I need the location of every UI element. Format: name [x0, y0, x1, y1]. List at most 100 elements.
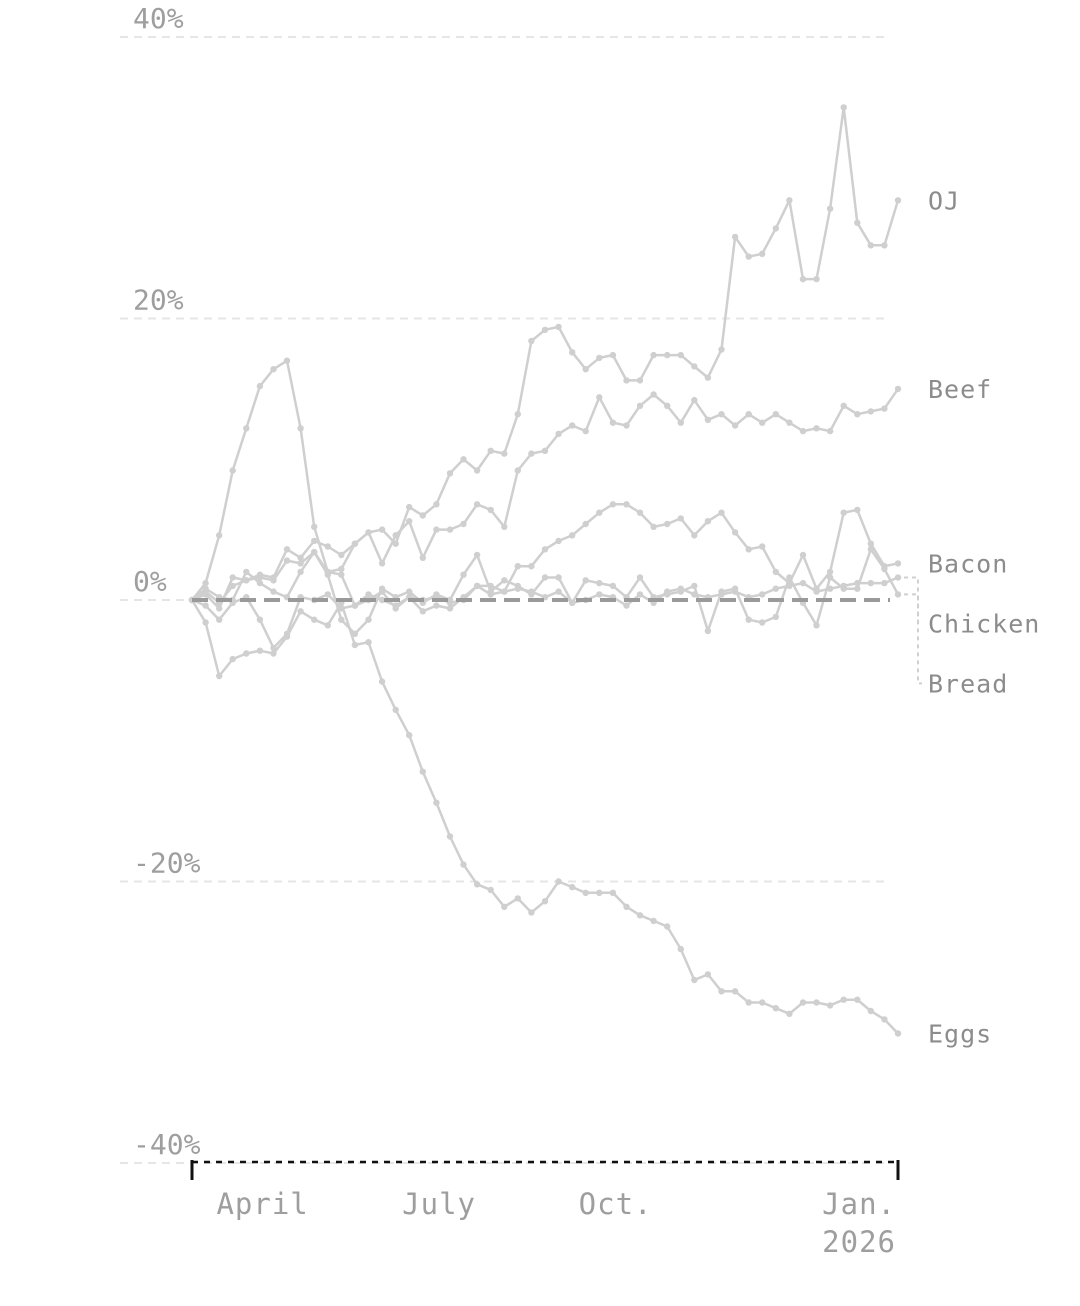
- data-point: [636, 377, 644, 384]
- data-point: [569, 422, 576, 429]
- label-leader-line: [904, 576, 922, 625]
- label-leaders: [904, 576, 922, 685]
- data-point: [365, 616, 372, 623]
- data-point: [501, 903, 508, 910]
- data-point: [202, 602, 209, 609]
- data-point: [392, 706, 399, 713]
- y-tick-label: -20%: [133, 847, 201, 880]
- data-point: [351, 630, 359, 637]
- series-label-beef: Beef: [928, 375, 992, 404]
- data-point: [704, 971, 712, 978]
- data-point: [528, 591, 535, 598]
- data-point: [677, 351, 684, 359]
- data-point: [650, 391, 657, 398]
- series-chicken: [188, 574, 902, 652]
- data-point: [840, 402, 847, 409]
- data-point: [555, 323, 562, 331]
- data-point: [460, 520, 467, 528]
- x-tick-year-label: 2026: [822, 1225, 896, 1259]
- data-point: [894, 385, 902, 393]
- data-point: [623, 903, 630, 910]
- data-point: [270, 577, 277, 584]
- data-point: [433, 602, 440, 609]
- data-point: [446, 526, 454, 533]
- data-point: [514, 467, 521, 474]
- y-tick-label: -40%: [133, 1128, 201, 1161]
- data-point: [894, 1030, 902, 1037]
- data-point: [541, 546, 549, 553]
- data-point: [528, 909, 535, 916]
- data-point: [894, 574, 902, 581]
- data-point: [609, 889, 617, 896]
- data-point: [759, 419, 766, 426]
- series-bread: [188, 546, 902, 637]
- data-point: [826, 568, 834, 576]
- data-point: [433, 591, 440, 598]
- data-point: [351, 641, 359, 649]
- data-point: [555, 430, 562, 438]
- data-point: [365, 591, 372, 598]
- series-line-oj: [191, 106, 900, 601]
- data-point: [664, 923, 671, 930]
- data-point: [704, 374, 712, 381]
- data-point: [473, 582, 481, 590]
- data-point: [786, 574, 793, 581]
- data-point: [378, 585, 386, 592]
- data-point: [813, 275, 820, 283]
- data-point: [419, 554, 426, 561]
- data-point: [541, 326, 549, 333]
- data-point: [596, 394, 603, 401]
- data-point: [569, 349, 576, 356]
- data-point: [514, 411, 521, 418]
- data-point: [894, 591, 902, 598]
- data-point: [799, 579, 807, 587]
- data-point: [677, 515, 684, 522]
- data-point: [297, 560, 304, 567]
- data-point: [759, 619, 766, 626]
- data-point: [569, 532, 576, 539]
- data-point: [894, 560, 902, 567]
- data-point: [854, 996, 861, 1003]
- data-point: [406, 518, 413, 525]
- data-point: [541, 574, 549, 581]
- data-point: [338, 571, 345, 578]
- data-point: [718, 411, 725, 418]
- data-point: [731, 988, 739, 995]
- data-point: [392, 540, 399, 547]
- data-point: [283, 557, 291, 564]
- data-point: [772, 1005, 779, 1012]
- data-point: [731, 422, 739, 429]
- data-point: [677, 588, 684, 595]
- x-tick-label: Oct.: [579, 1187, 653, 1221]
- data-point: [772, 225, 779, 232]
- data-point: [718, 988, 725, 995]
- data-point: [636, 591, 644, 598]
- data-point: [718, 509, 725, 516]
- data-point: [378, 526, 386, 533]
- data-point: [840, 585, 847, 592]
- data-point: [514, 582, 521, 590]
- label-leader-line: [904, 593, 922, 685]
- data-point: [759, 250, 766, 257]
- data-point: [283, 546, 291, 553]
- data-point: [718, 346, 725, 353]
- data-point: [473, 501, 481, 508]
- data-point: [433, 501, 440, 508]
- data-point: [759, 999, 766, 1006]
- data-point: [677, 945, 684, 953]
- data-point: [229, 655, 236, 663]
- data-point: [378, 560, 386, 567]
- data-point: [881, 242, 888, 249]
- data-point: [786, 197, 793, 204]
- data-point: [243, 568, 250, 576]
- data-point: [745, 411, 752, 418]
- x-axis-tick-labels: April July Oct. Jan. 2026: [216, 1187, 896, 1259]
- data-point: [772, 585, 779, 592]
- y-tick-label: 40%: [133, 2, 184, 35]
- data-point: [881, 1016, 888, 1023]
- data-point: [365, 529, 372, 536]
- series-label-chicken: Chicken: [928, 609, 1040, 638]
- data-point: [677, 419, 684, 426]
- data-point: [555, 574, 562, 581]
- data-point: [406, 731, 413, 739]
